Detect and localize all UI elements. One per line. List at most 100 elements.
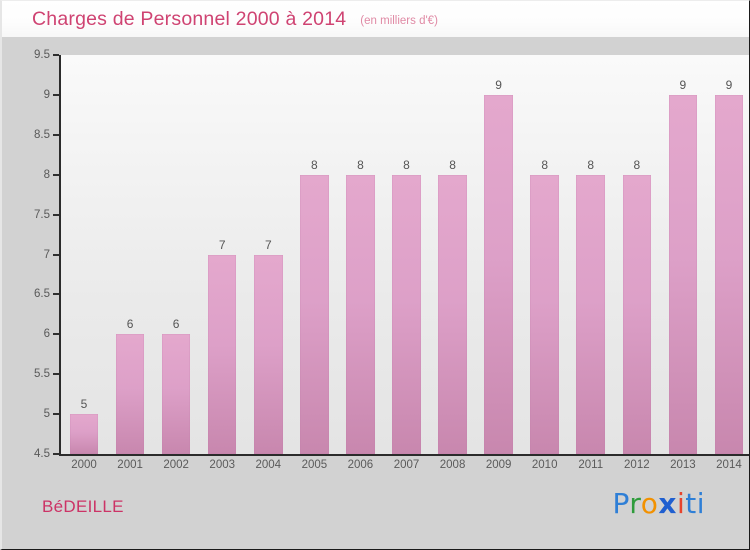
bar-value-label: 9 — [679, 77, 687, 92]
y-tick-mark — [53, 333, 59, 336]
bar[interactable] — [69, 414, 99, 454]
bar[interactable] — [254, 254, 283, 454]
bar-column[interactable]: 8 — [622, 55, 652, 454]
x-tick-label: 2004 — [255, 459, 282, 471]
x-tick-label: 2001 — [117, 459, 143, 471]
bar-value-label: 9 — [495, 77, 502, 92]
proxiti-logo[interactable]: Proxiti — [612, 487, 705, 520]
bar-column[interactable]: 9 — [668, 55, 698, 454]
x-tick-label: 2011 — [578, 459, 604, 471]
bar-value-label: 6 — [126, 317, 134, 332]
x-tick-label: 2000 — [71, 459, 97, 471]
bar[interactable] — [714, 94, 744, 454]
logo-letter: r — [629, 487, 641, 520]
y-tick-label: 4.5 — [34, 448, 50, 460]
x-tick-label: 2013 — [670, 459, 696, 471]
bar-value-label: 7 — [264, 237, 272, 252]
x-tick-label: 2014 — [716, 459, 742, 471]
bar-column[interactable]: 8 — [300, 55, 329, 454]
y-tick-mark — [53, 133, 59, 136]
bar[interactable] — [207, 254, 237, 454]
y-tick-label: 7 — [43, 248, 50, 261]
bar-column[interactable]: 8 — [530, 55, 559, 454]
bar[interactable] — [484, 94, 513, 454]
y-tick-mark — [53, 93, 59, 96]
chart-header: Charges de Personnel 2000 à 2014 (en mil… — [2, 1, 749, 37]
logo-letter: i — [696, 487, 705, 520]
bar[interactable] — [392, 174, 421, 454]
bar-column[interactable]: 8 — [576, 55, 606, 454]
bar-value-label: 8 — [587, 157, 595, 172]
bar-value-label: 7 — [218, 237, 226, 252]
y-tick-label: 7.5 — [34, 208, 50, 221]
y-tick-label: 9 — [43, 88, 50, 101]
x-tick-label: 2010 — [531, 459, 558, 471]
logo-letter: i — [676, 487, 686, 520]
commune-name: BéDEILLE — [42, 497, 124, 516]
x-tick-label: 2012 — [624, 459, 650, 471]
bar-value-label: 6 — [172, 317, 180, 332]
bar[interactable] — [622, 174, 652, 454]
bar-series: 5 6 6 7 7 8 8 8 8 9 8 8 8 9 9 — [61, 55, 749, 454]
bar-value-label: 8 — [541, 157, 549, 172]
bar-value-label: 8 — [403, 157, 410, 172]
chart-units-subtitle: (en milliers d'€) — [360, 15, 438, 27]
logo-letter: t — [685, 487, 697, 520]
bar[interactable] — [530, 174, 559, 454]
x-tick-label: 2003 — [209, 459, 236, 471]
y-axis-line — [59, 55, 61, 455]
bar[interactable] — [346, 174, 375, 454]
logo-letter: P — [612, 487, 630, 520]
bar-column[interactable]: 9 — [484, 55, 513, 454]
bar[interactable] — [668, 94, 698, 454]
logo-letter: x — [658, 487, 677, 520]
page-title: Charges de Personnel 2000 à 2014 — [32, 7, 347, 30]
bar-column[interactable]: 9 — [714, 55, 744, 454]
bar-column[interactable]: 6 — [115, 55, 145, 454]
chart-footer: BéDEILLE Proxiti — [2, 469, 749, 549]
x-tick-label: 2009 — [485, 459, 512, 471]
y-tick-mark — [53, 213, 59, 216]
bar-value-label: 8 — [311, 157, 318, 172]
x-tick-label: 2002 — [163, 459, 189, 471]
y-tick-label: 5.5 — [34, 368, 50, 381]
y-tick-mark — [53, 173, 59, 176]
bar[interactable] — [300, 174, 329, 454]
y-tick-mark — [53, 373, 59, 376]
y-tick-label: 5 — [43, 408, 50, 421]
bar-value-label: 5 — [80, 397, 88, 412]
y-tick-label: 8.5 — [34, 128, 50, 141]
y-tick-mark — [53, 54, 59, 56]
logo-letter: o — [640, 487, 659, 520]
y-tick-label: 8 — [43, 168, 50, 181]
bar-column[interactable]: 7 — [207, 55, 237, 454]
x-axis-line — [59, 454, 749, 456]
bar[interactable] — [438, 174, 467, 454]
bar-column[interactable]: 8 — [392, 55, 421, 454]
x-tick-label: 2007 — [393, 459, 420, 471]
x-tick-label: 2008 — [439, 459, 466, 471]
bar[interactable] — [576, 174, 606, 454]
x-tick-label: 2005 — [301, 459, 328, 471]
y-tick-mark — [53, 293, 59, 296]
bar-value-label: 9 — [725, 77, 733, 92]
bar-column[interactable]: 8 — [438, 55, 467, 454]
y-tick-label: 6.5 — [34, 288, 50, 301]
bar-value-label: 8 — [357, 157, 364, 172]
y-tick-mark — [53, 253, 59, 256]
y-tick-mark — [53, 453, 59, 455]
x-axis-ticks: 2000 2001 2002 2003 2004 2005 2006 2007 2008 2009… — [61, 459, 749, 479]
bar-value-label: 8 — [449, 157, 456, 172]
bar-column[interactable]: 7 — [254, 55, 283, 454]
bar-column[interactable]: 5 — [69, 55, 99, 454]
bar-column[interactable]: 8 — [346, 55, 375, 454]
y-tick-label: 6 — [43, 328, 50, 341]
bar-value-label: 8 — [633, 157, 641, 172]
y-tick-label: 9.5 — [34, 49, 50, 61]
bar[interactable] — [161, 334, 191, 454]
y-tick-mark — [53, 413, 59, 416]
bar[interactable] — [115, 334, 145, 454]
bar-column[interactable]: 6 — [161, 55, 191, 454]
